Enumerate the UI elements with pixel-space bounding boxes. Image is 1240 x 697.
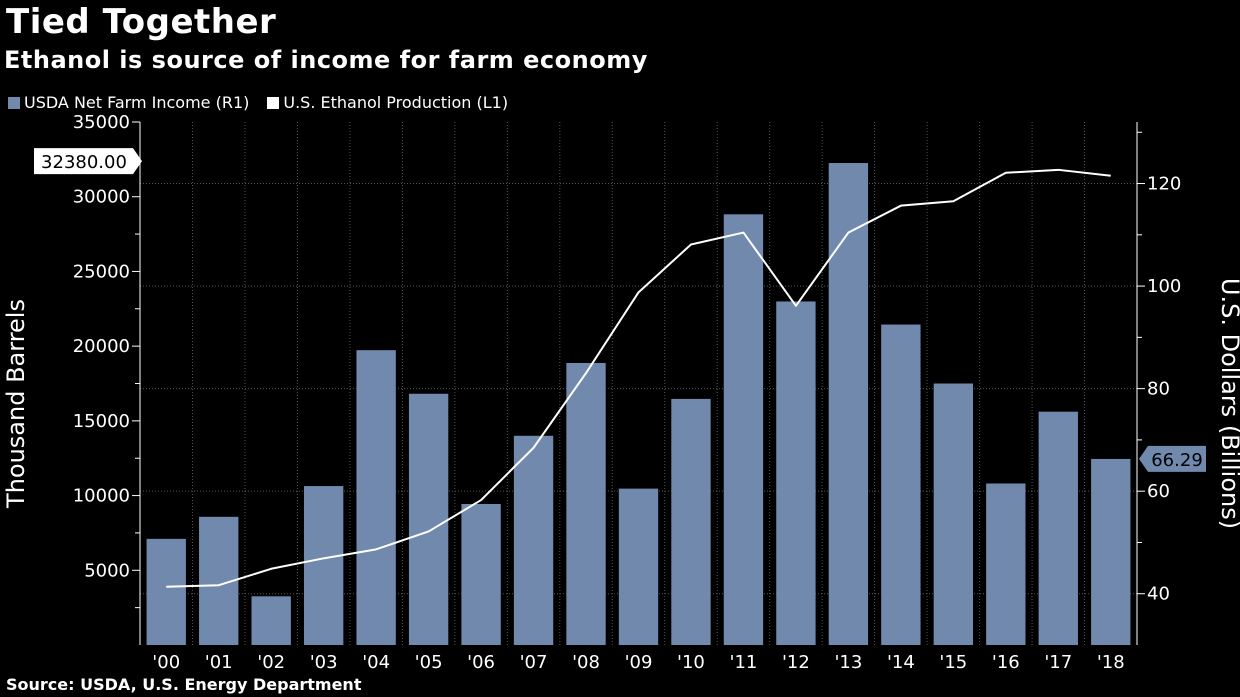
chart-title: Tied Together [6, 2, 277, 42]
left-tick-label: 5000 [84, 560, 130, 581]
left-tick-label: 25000 [73, 261, 130, 282]
right-tick-label: 120 [1147, 174, 1181, 195]
bar-farm-income-09 [618, 488, 659, 645]
x-tick-label: '15 [939, 652, 967, 673]
legend-label-ethanol: U.S. Ethanol Production (L1) [283, 93, 509, 112]
bar-farm-income-18 [1091, 458, 1131, 645]
bar-farm-income-15 [933, 383, 974, 645]
bar-farm-income-11 [723, 214, 764, 645]
left-tick-label: 30000 [73, 187, 130, 208]
bar-farm-income-05 [408, 393, 449, 645]
x-tick-label: '06 [467, 652, 495, 673]
line-ethanol-production [166, 168, 1111, 588]
source-note: Source: USDA, U.S. Energy Department [6, 675, 362, 694]
bar-farm-income-07 [513, 435, 554, 645]
x-tick-label: '01 [205, 652, 233, 673]
left-tick-label: 20000 [73, 336, 130, 357]
bar-farm-income-04 [356, 350, 396, 645]
callout-right-value: 66.29 [1151, 450, 1203, 471]
x-tick-label: '02 [257, 652, 285, 673]
x-tick-label: '10 [677, 652, 705, 673]
x-tick-label: '08 [572, 652, 600, 673]
legend-swatch-ethanol [267, 96, 280, 109]
right-axis-title: U.S. Dollars (Billions) [1216, 278, 1240, 529]
bar-farm-income-02 [251, 596, 291, 645]
right-tick-label: 40 [1147, 584, 1170, 605]
x-tick-label: '04 [362, 652, 390, 673]
bar-farm-income-03 [303, 486, 344, 645]
left-tick-label: 10000 [73, 486, 130, 507]
legend-item-farm-income: USDA Net Farm Income (R1) [8, 93, 249, 112]
x-tick-label: '16 [992, 652, 1020, 673]
x-tick-label: '00 [152, 652, 180, 673]
left-axis-title: Thousand Barrels [2, 299, 30, 509]
x-tick-label: '05 [415, 652, 443, 673]
callout-left-box [34, 148, 142, 175]
legend: USDA Net Farm Income (R1) U.S. Ethanol P… [8, 93, 526, 112]
legend-label-farm-income: USDA Net Farm Income (R1) [24, 93, 250, 112]
right-tick-label: 80 [1147, 379, 1170, 400]
bar-farm-income-06 [461, 503, 501, 645]
bar-farm-income-08 [566, 362, 606, 645]
bar-farm-income-13 [828, 163, 869, 646]
chart-subtitle: Ethanol is source of income for farm eco… [4, 46, 648, 74]
bar-farm-income-17 [1038, 411, 1078, 645]
left-tick-label: 15000 [73, 411, 130, 432]
bar-farm-income-10 [671, 398, 711, 645]
x-tick-label: '11 [730, 652, 758, 673]
callout-left-value: 32380.00 [41, 152, 127, 173]
callout-right-box [1139, 445, 1206, 472]
right-tick-label: 100 [1147, 276, 1181, 297]
x-tick-label: '07 [520, 652, 548, 673]
left-tick-label: 35000 [73, 112, 130, 133]
x-tick-label: '13 [834, 652, 862, 673]
x-tick-label: '12 [782, 652, 810, 673]
bar-farm-income-16 [986, 483, 1026, 645]
x-tick-label: '09 [625, 652, 653, 673]
x-tick-label: '18 [1097, 652, 1125, 673]
legend-item-ethanol: U.S. Ethanol Production (L1) [267, 93, 508, 112]
right-tick-label: 60 [1147, 481, 1170, 502]
legend-swatch-farm-income [8, 96, 20, 109]
x-tick-label: '03 [310, 652, 338, 673]
bar-farm-income-14 [881, 324, 921, 645]
bar-farm-income-12 [776, 301, 816, 645]
x-tick-label: '14 [887, 652, 915, 673]
x-tick-label: '17 [1044, 652, 1072, 673]
bar-farm-income-00 [146, 538, 186, 645]
